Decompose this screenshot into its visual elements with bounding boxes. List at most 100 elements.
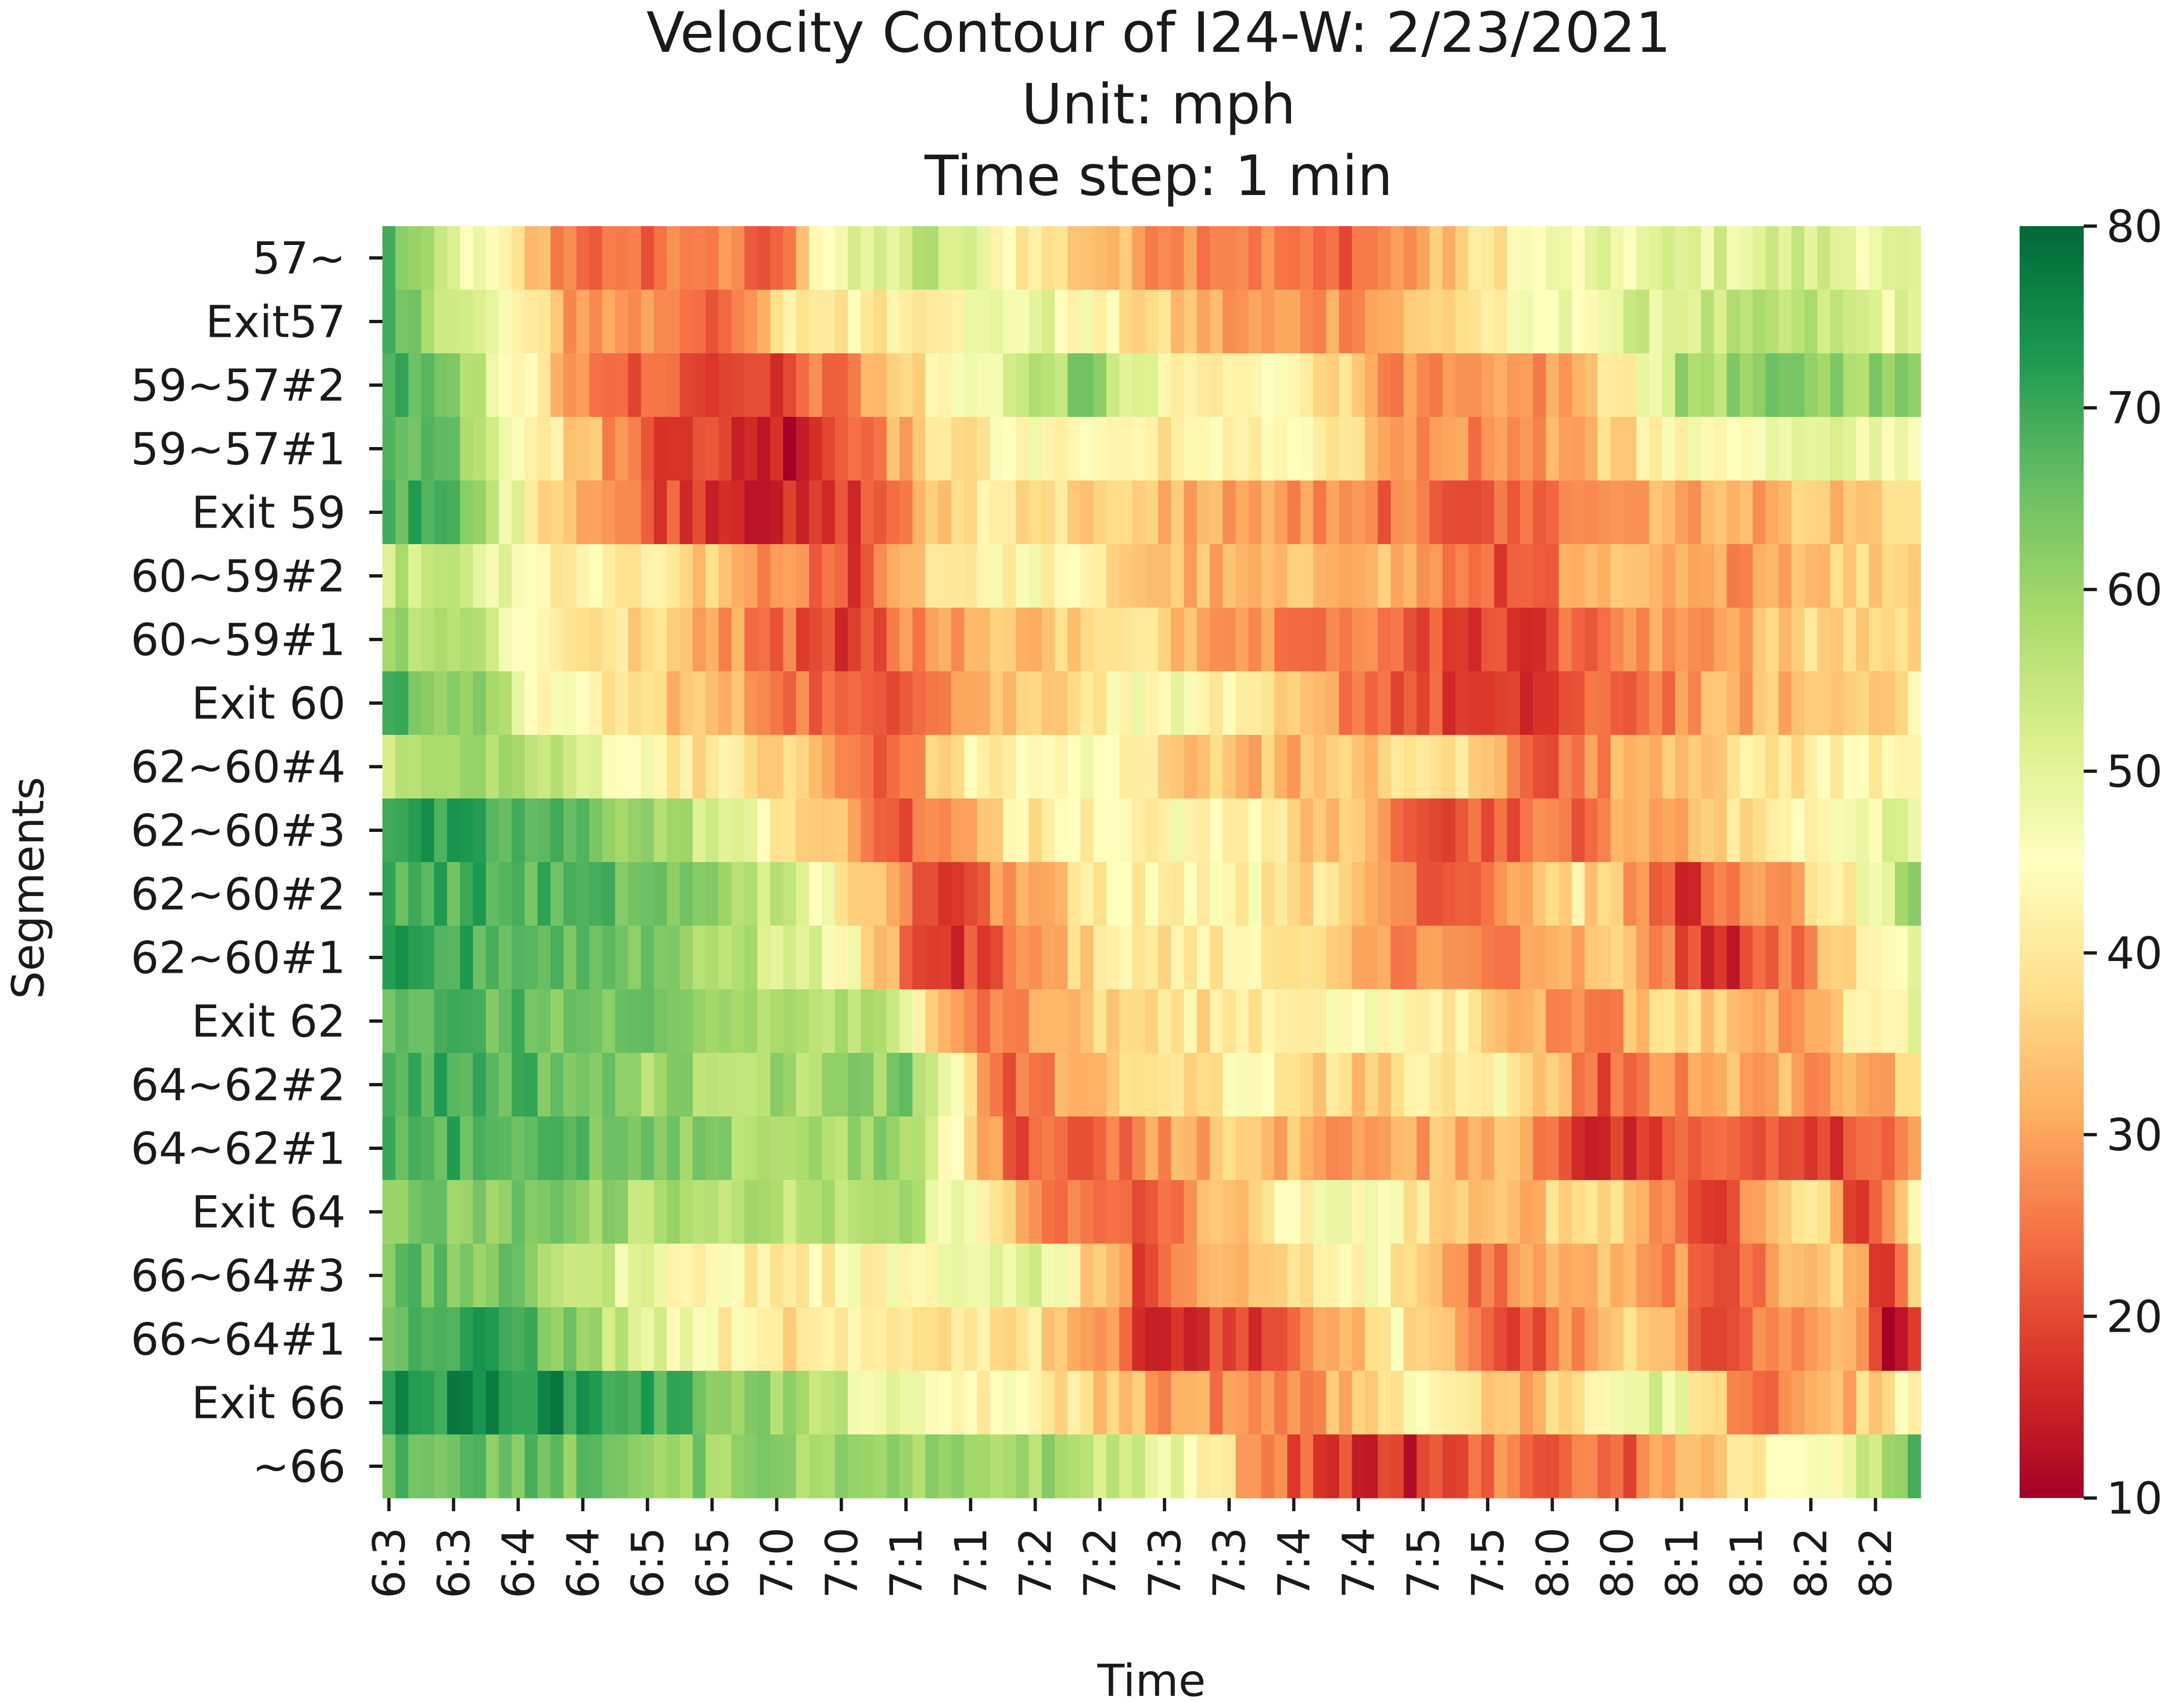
heatmap-cell	[615, 1244, 629, 1308]
heatmap-cell	[1300, 226, 1314, 290]
heatmap-cell	[1326, 226, 1340, 290]
heatmap-cell	[1882, 544, 1895, 608]
heatmap-cell	[1908, 1116, 1921, 1181]
heatmap-cell	[809, 1371, 822, 1435]
heatmap-cell	[1675, 417, 1689, 481]
heatmap-cell	[1080, 544, 1094, 608]
heatmap-cell	[1455, 926, 1469, 990]
heatmap-cell	[537, 1307, 551, 1371]
heatmap-cell	[873, 1116, 887, 1181]
heatmap-cell	[1481, 290, 1494, 354]
heatmap-cell	[1662, 544, 1676, 608]
heatmap-cell	[1649, 1053, 1663, 1117]
heatmap-cell	[1571, 1371, 1585, 1435]
x-tick-label: 8:0	[1592, 1527, 1643, 1598]
heatmap-cell	[692, 1244, 706, 1308]
heatmap-cell	[1339, 226, 1353, 290]
heatmap-cell	[1804, 608, 1818, 672]
heatmap-cell	[666, 671, 680, 735]
heatmap-cell	[848, 926, 861, 990]
heatmap-cell	[783, 1180, 796, 1244]
heatmap-cell	[964, 480, 978, 545]
heatmap-cell	[757, 1307, 771, 1371]
heatmap-cell	[602, 735, 616, 799]
heatmap-cell	[938, 544, 952, 608]
heatmap-cell	[925, 798, 939, 863]
heatmap-cell	[1753, 1307, 1766, 1371]
heatmap-cell	[1248, 1180, 1262, 1244]
heatmap-cell	[822, 926, 836, 990]
heatmap-cell	[1559, 544, 1572, 608]
heatmap-cell	[1364, 989, 1378, 1053]
heatmap-cell	[511, 1180, 525, 1244]
heatmap-cell	[1791, 226, 1805, 290]
heatmap-cell	[1713, 417, 1727, 481]
heatmap-cell	[731, 1434, 745, 1498]
heatmap-cell	[1908, 1244, 1921, 1308]
heatmap-cell	[666, 735, 680, 799]
heatmap-cell	[1481, 1244, 1494, 1308]
heatmap-cell	[1571, 1116, 1585, 1181]
heatmap-cell	[1300, 608, 1314, 672]
heatmap-cell	[1791, 671, 1805, 735]
heatmap-cell	[576, 989, 590, 1053]
heatmap-cell	[912, 226, 926, 290]
heatmap-cell	[1675, 290, 1689, 354]
heatmap-cell	[692, 290, 706, 354]
heatmap-cell	[589, 480, 603, 545]
heatmap-cell	[511, 480, 525, 545]
heatmap-cell	[990, 1053, 1003, 1117]
heatmap-cell	[434, 1053, 447, 1117]
heatmap-cell	[1287, 1116, 1301, 1181]
heatmap-cell	[382, 671, 396, 735]
heatmap-cell	[1481, 1180, 1494, 1244]
heatmap-cell	[731, 608, 745, 672]
heatmap-cell	[1132, 544, 1145, 608]
heatmap-cell	[1713, 989, 1727, 1053]
heatmap-cell	[951, 1180, 965, 1244]
heatmap-cell	[938, 1053, 952, 1117]
heatmap-cell	[1520, 798, 1534, 863]
heatmap-cell	[447, 1371, 461, 1435]
heatmap-cell	[1429, 480, 1443, 545]
heatmap-cell	[1727, 926, 1740, 990]
heatmap-cell	[680, 1053, 693, 1117]
heatmap-cell	[1636, 862, 1650, 926]
heatmap-cell	[1093, 1244, 1107, 1308]
heatmap-cell	[1778, 862, 1792, 926]
heatmap-cell	[990, 1307, 1003, 1371]
heatmap-cell	[473, 417, 487, 481]
heatmap-cell	[1222, 926, 1236, 990]
heatmap-cell	[382, 1434, 396, 1498]
heatmap-cell	[1610, 1053, 1624, 1117]
heatmap-cell	[873, 608, 887, 672]
heatmap-cell	[628, 353, 641, 417]
heatmap-cell	[1352, 1116, 1365, 1181]
heatmap-cell	[1300, 1434, 1314, 1498]
heatmap-cell	[1765, 480, 1779, 545]
heatmap-cell	[563, 862, 577, 926]
heatmap-cell	[718, 1180, 732, 1244]
heatmap-cell	[1856, 544, 1869, 608]
heatmap-cell	[1300, 417, 1314, 481]
heatmap-cell	[1352, 1434, 1365, 1498]
heatmap-cell	[1326, 735, 1340, 799]
heatmap-cell	[1287, 989, 1301, 1053]
heatmap-cell	[1041, 862, 1055, 926]
heatmap-cell	[408, 1307, 422, 1371]
heatmap-cell	[1533, 608, 1546, 672]
heatmap-cell	[1546, 671, 1559, 735]
heatmap-cell	[486, 480, 499, 545]
heatmap-cell	[938, 862, 952, 926]
heatmap-cell	[654, 1434, 667, 1498]
heatmap-cell	[783, 798, 796, 863]
heatmap-cell	[1171, 798, 1185, 863]
heatmap-cell	[628, 735, 641, 799]
heatmap-cell	[1908, 226, 1921, 290]
heatmap-cell	[1546, 226, 1559, 290]
heatmap-cell	[1843, 671, 1857, 735]
heatmap-cell	[692, 1307, 706, 1371]
heatmap-cell	[848, 226, 861, 290]
heatmap-cell	[499, 544, 512, 608]
heatmap-cell	[1429, 226, 1443, 290]
